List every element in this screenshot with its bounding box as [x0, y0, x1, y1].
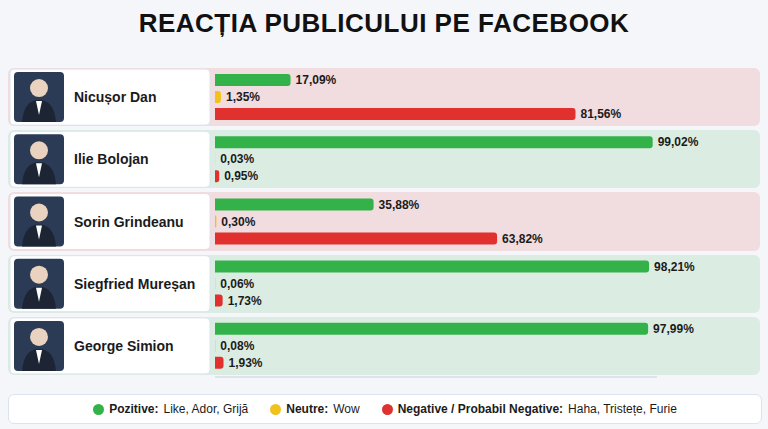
svg-text:1,93%: 1,93%: [229, 356, 263, 370]
svg-text:George Simion: George Simion: [74, 338, 174, 354]
svg-text:97,99%: 97,99%: [653, 322, 694, 336]
svg-text:35,88%: 35,88%: [379, 198, 420, 212]
html-text:Negative / Probabil Negative:: Negative / Probabil Negative: Haha, Tris…: [397, 402, 677, 416]
svg-text:1,73%: 1,73%: [228, 294, 262, 308]
svg-text:0,95%: 0,95%: [224, 169, 258, 183]
svg-text:17,09%: 17,09%: [296, 73, 337, 87]
svg-text:Siegfried Mureșan: Siegfried Mureșan: [74, 276, 195, 292]
svg-text:Ilie Bolojan: Ilie Bolojan: [74, 151, 149, 167]
svg-text:0,03%: 0,03%: [220, 152, 254, 166]
svg-text:0,08%: 0,08%: [220, 339, 254, 353]
svg-text:81,56%: 81,56%: [580, 107, 621, 121]
svg-text:0,30%: 0,30%: [221, 215, 255, 229]
svg-text:63,82%: 63,82%: [502, 232, 543, 246]
svg-text:Sorin Grindeanu: Sorin Grindeanu: [74, 214, 184, 230]
svg-text:0,06%: 0,06%: [220, 277, 254, 291]
svg-text:98,21%: 98,21%: [654, 260, 695, 274]
html-text:REACȚIA PUBLICULUI PE FACEBOOK: REACȚIA PUBLICULUI PE FACEBOOK: [138, 8, 630, 38]
svg-text:1,35%: 1,35%: [226, 90, 260, 104]
html-text:Neutre: Wow: Neutre: Wow: [286, 402, 360, 416]
html-text:Pozitive: Like, Ador, Grijă: Pozitive: Like, Ador, Grijă: [109, 402, 249, 416]
svg-text:99,02%: 99,02%: [658, 135, 699, 149]
svg-text:Nicușor Dan: Nicușor Dan: [74, 89, 156, 105]
